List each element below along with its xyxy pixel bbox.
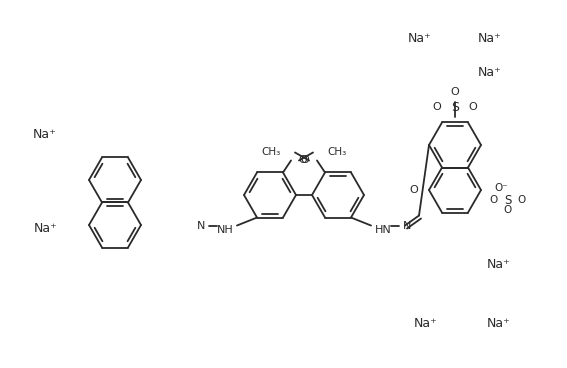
Text: O: O bbox=[490, 195, 498, 205]
Text: Na⁺: Na⁺ bbox=[33, 128, 57, 142]
Text: S: S bbox=[504, 194, 511, 206]
Text: Na⁺: Na⁺ bbox=[478, 32, 502, 45]
Text: O: O bbox=[409, 185, 418, 195]
Text: CH₃: CH₃ bbox=[327, 148, 346, 158]
Text: NH: NH bbox=[217, 224, 234, 234]
Text: Na⁺: Na⁺ bbox=[33, 222, 57, 235]
Text: Na⁺: Na⁺ bbox=[487, 317, 511, 330]
Text: Na⁺: Na⁺ bbox=[487, 258, 511, 272]
Text: O⁻: O⁻ bbox=[494, 183, 508, 193]
Text: Na⁺: Na⁺ bbox=[478, 66, 502, 78]
Text: O: O bbox=[433, 102, 441, 113]
Text: O: O bbox=[504, 205, 512, 215]
Text: O: O bbox=[451, 88, 459, 98]
Text: N: N bbox=[197, 220, 205, 230]
Text: O: O bbox=[299, 156, 307, 166]
Text: O: O bbox=[301, 156, 310, 166]
Text: Na⁺: Na⁺ bbox=[408, 32, 432, 45]
Text: CH₃: CH₃ bbox=[262, 148, 281, 158]
Text: Na⁺: Na⁺ bbox=[413, 317, 437, 330]
Text: N: N bbox=[403, 220, 411, 230]
Text: HN: HN bbox=[375, 224, 391, 234]
Text: O: O bbox=[468, 102, 477, 113]
Text: O: O bbox=[517, 195, 525, 205]
Text: S: S bbox=[451, 101, 459, 114]
